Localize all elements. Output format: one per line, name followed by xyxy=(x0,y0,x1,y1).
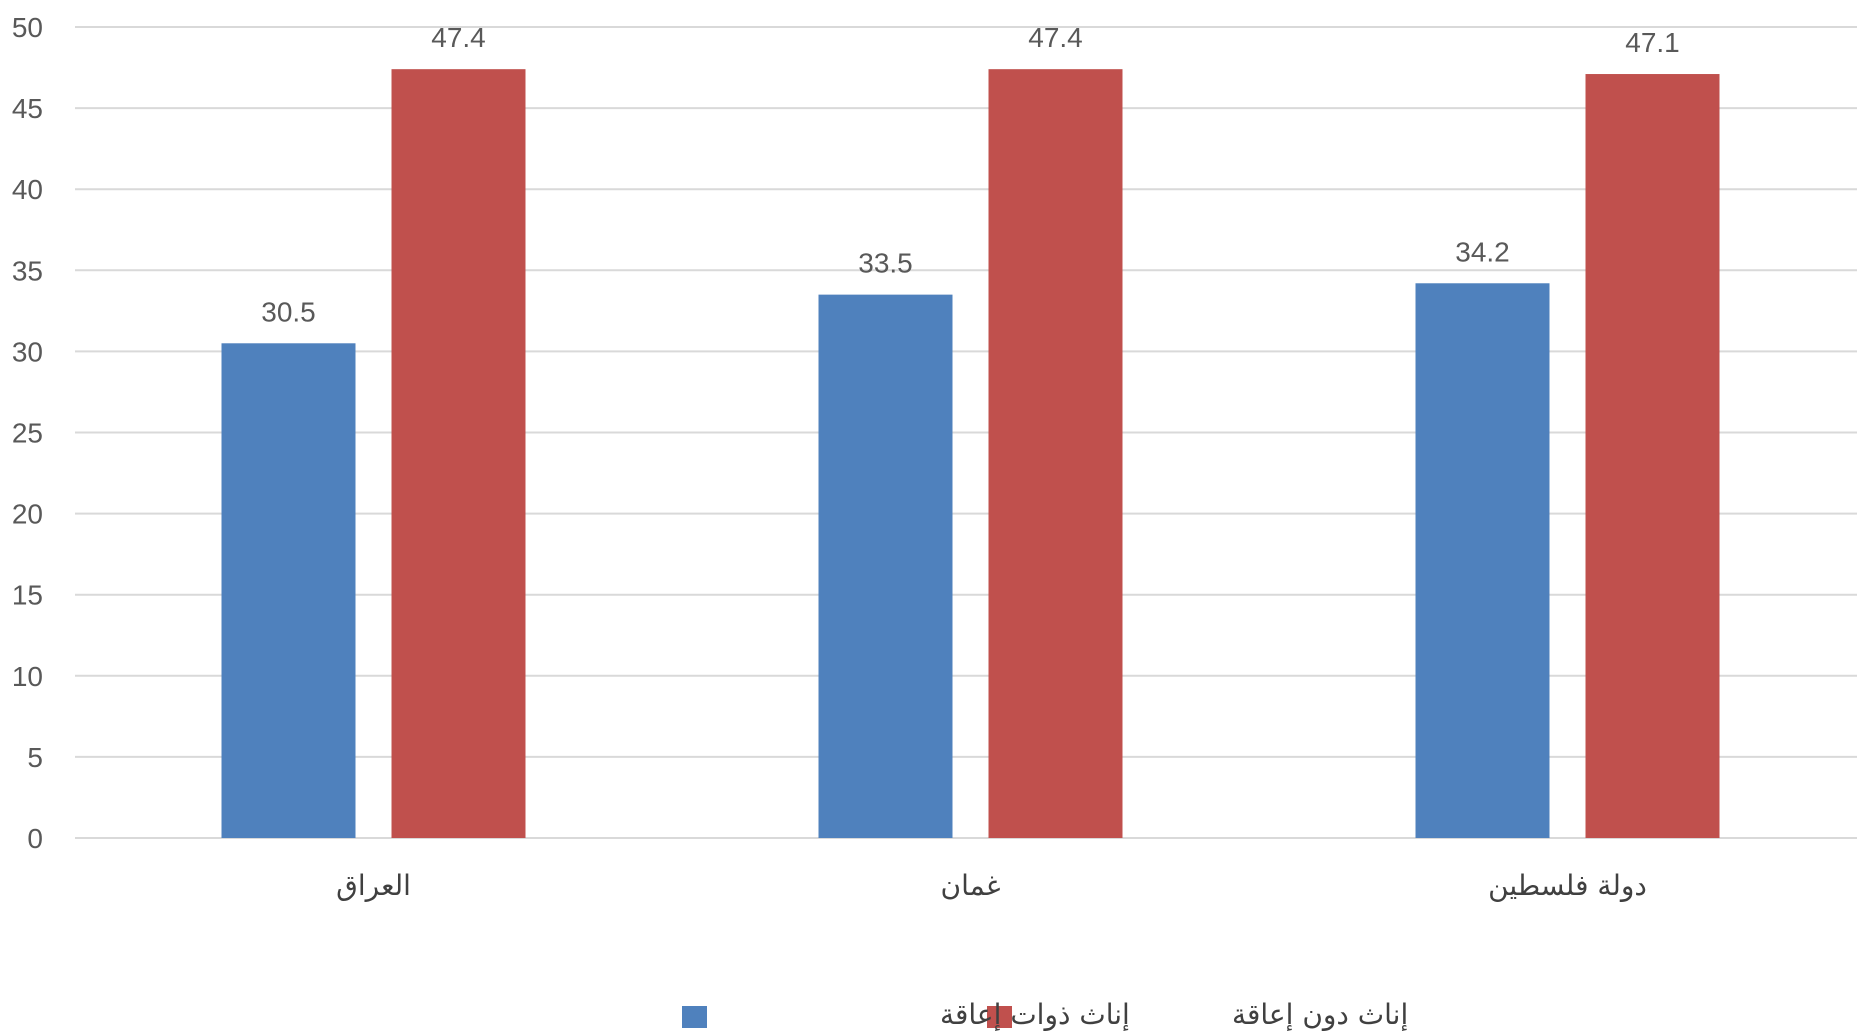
data-label-series1-cat1: 47.4 xyxy=(1028,22,1083,53)
y-tick-label: 40 xyxy=(12,174,43,205)
legend-swatch xyxy=(682,1006,707,1028)
data-label-series1-cat2: 47.1 xyxy=(1625,27,1680,58)
y-tick-label: 0 xyxy=(27,823,43,854)
legend-label: إناث ذوات إعاقة xyxy=(940,998,1130,1031)
category-label: العراق xyxy=(336,869,411,902)
bar-series0-cat0[interactable] xyxy=(221,343,356,838)
legend-label: إناث دون إعاقة xyxy=(1232,998,1408,1031)
legend-item-series1[interactable]: إناث دون إعاقة xyxy=(987,998,1408,1031)
y-tick-label: 50 xyxy=(12,12,43,43)
bar-series1-cat0[interactable] xyxy=(391,69,526,838)
bar-series0-cat1[interactable] xyxy=(818,294,953,838)
bar-series0-cat2[interactable] xyxy=(1415,283,1550,838)
legend[interactable]: إناث دون إعاقة إناث ذوات إعاقة xyxy=(682,998,1408,1031)
data-label-series1-cat0: 47.4 xyxy=(431,22,486,53)
y-tick-label: 25 xyxy=(12,418,43,449)
bar-series1-cat2[interactable] xyxy=(1585,74,1720,838)
data-labels: 30.5 47.4 33.5 47.4 34.2 47.1 xyxy=(261,22,1680,327)
category-label: غمان xyxy=(941,869,1001,902)
category-labels: العراق غمان دولة فلسطين xyxy=(336,869,1647,902)
y-tick-label: 5 xyxy=(27,742,43,773)
y-tick-label: 35 xyxy=(12,255,43,286)
data-label-series0-cat1: 33.5 xyxy=(858,248,913,279)
y-tick-label: 15 xyxy=(12,580,43,611)
data-label-series0-cat0: 30.5 xyxy=(261,296,316,327)
data-label-series0-cat2: 34.2 xyxy=(1455,236,1510,267)
gridlines xyxy=(75,26,1857,839)
bar-series1-cat1[interactable] xyxy=(988,69,1123,838)
y-tick-label: 45 xyxy=(12,93,43,124)
y-tick-label: 30 xyxy=(12,336,43,367)
y-axis-tick-labels: 0 5 10 15 20 25 30 35 40 45 50 xyxy=(12,12,43,854)
bars xyxy=(221,69,1720,838)
legend-swatch xyxy=(987,1006,1012,1028)
y-tick-label: 20 xyxy=(12,499,43,530)
legend-item-series0[interactable]: إناث ذوات إعاقة xyxy=(682,998,1130,1031)
category-label: دولة فلسطين xyxy=(1488,869,1647,902)
y-tick-label: 10 xyxy=(12,661,43,692)
